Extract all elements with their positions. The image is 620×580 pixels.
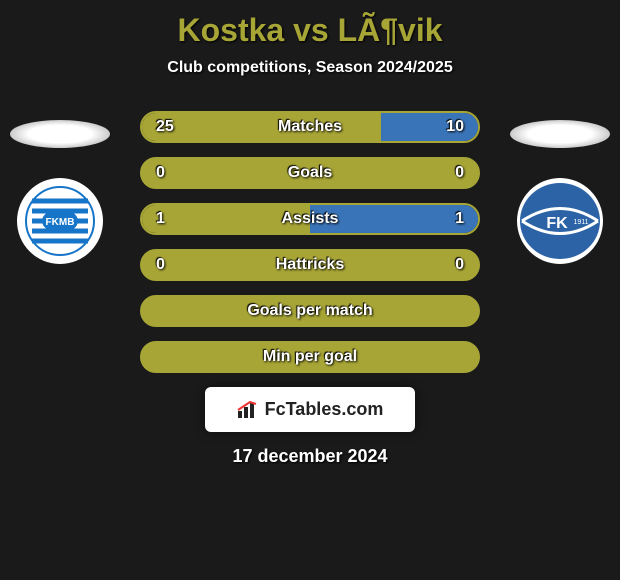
date: 17 december 2024 (0, 446, 620, 467)
stat-row: Goals per match (140, 295, 480, 327)
stat-label: Goals (142, 164, 478, 182)
stat-label: Goals per match (142, 302, 478, 320)
svg-text:FKMB: FKMB (46, 217, 75, 228)
page-title: Kostka vs LÃ¶vik (0, 0, 620, 49)
stat-label: Matches (142, 118, 478, 136)
stat-row: 00Goals (140, 157, 480, 189)
club-badge-icon: FK 1911 (517, 178, 603, 264)
stat-label: Assists (142, 210, 478, 228)
left-player: FKMB (10, 120, 110, 264)
stat-row: 2510Matches (140, 111, 480, 143)
right-player: FK 1911 (510, 120, 610, 264)
stat-row: Min per goal (140, 341, 480, 373)
shadow-ellipse (10, 120, 110, 148)
subtitle: Club competitions, Season 2024/2025 (0, 59, 620, 77)
club-badge-icon: FKMB (24, 185, 96, 257)
stats-bars: 2510Matches 00Goals 11Assists 00Hattricks Go… (140, 111, 480, 373)
svg-text:FK: FK (546, 215, 568, 232)
svg-text:1911: 1911 (573, 219, 588, 226)
stat-row: 11Assists (140, 203, 480, 235)
stat-label: Hattricks (142, 256, 478, 274)
right-club-badge: FK 1911 (517, 178, 603, 264)
stat-label: Min per goal (142, 348, 478, 366)
chart-icon (237, 401, 259, 419)
brand-box[interactable]: FcTables.com (205, 387, 415, 432)
stat-row: 00Hattricks (140, 249, 480, 281)
left-club-badge: FKMB (17, 178, 103, 264)
brand-text: FcTables.com (265, 399, 384, 420)
shadow-ellipse (510, 120, 610, 148)
